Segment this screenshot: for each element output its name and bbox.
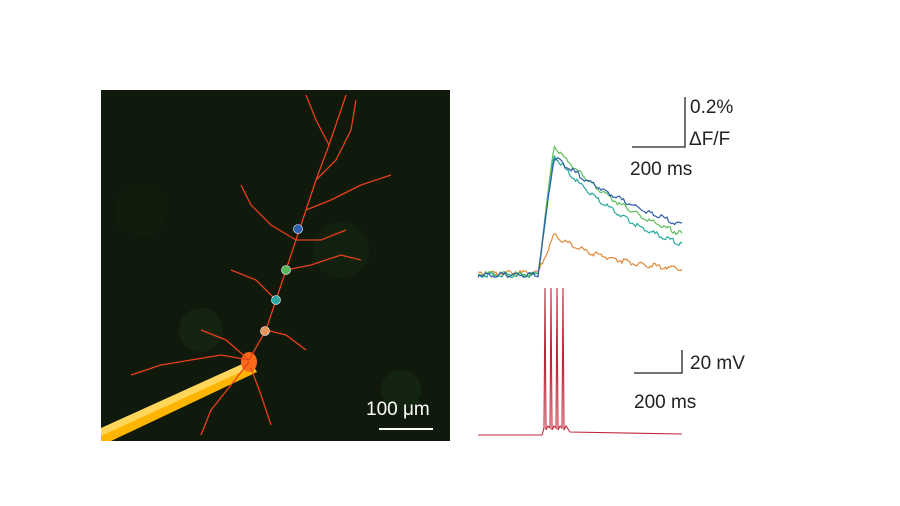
fluorescence-amplitude-label: 0.2% bbox=[690, 97, 734, 118]
voltage-amplitude-label: 20 mV bbox=[690, 353, 745, 374]
roi-marker-teal bbox=[271, 295, 281, 305]
voltage-trace bbox=[478, 287, 683, 436]
roi-marker-blue bbox=[293, 224, 303, 234]
trace-orange bbox=[477, 233, 683, 277]
trace-blue bbox=[477, 156, 683, 279]
trace-teal bbox=[477, 154, 683, 279]
fluorescence-ratio-label: ΔF/F bbox=[689, 129, 731, 150]
fluorescence-scale-bar bbox=[632, 97, 686, 148]
roi-marker-green bbox=[281, 265, 291, 275]
fluorescence-traces bbox=[477, 145, 683, 279]
pipette-highlight bbox=[101, 360, 254, 436]
roi-marker-orange bbox=[260, 326, 270, 336]
voltage-scale-bar bbox=[634, 350, 683, 374]
fluorescence-time-label: 200 ms bbox=[630, 159, 693, 180]
neuron-micrograph bbox=[101, 90, 450, 441]
recording-traces bbox=[477, 97, 686, 436]
micrograph-scale-label: 100 μm bbox=[366, 399, 430, 420]
voltage-time-label: 200 ms bbox=[634, 392, 697, 413]
micrograph-background bbox=[101, 90, 450, 441]
dendritic-tree bbox=[130, 94, 392, 436]
